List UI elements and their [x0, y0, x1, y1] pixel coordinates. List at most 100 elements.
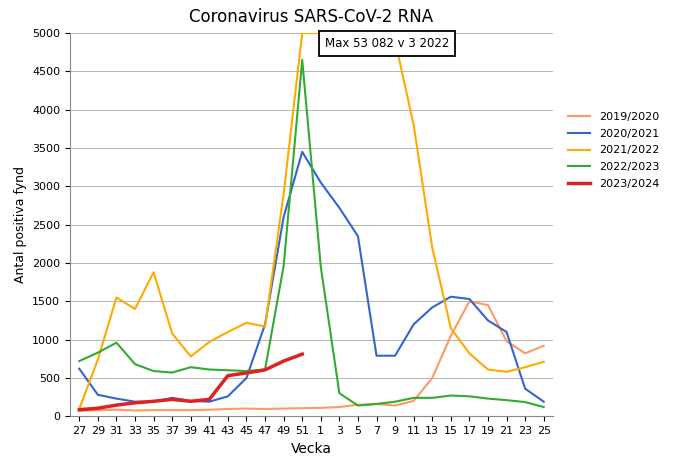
- 2020/2021: [224, 394, 232, 399]
- 2020/2021: [94, 392, 102, 398]
- 2022/2023: [316, 264, 325, 270]
- 2023/2024: [168, 396, 176, 402]
- Line: 2023/2024: 2023/2024: [79, 354, 302, 410]
- 2021/2022: [316, 30, 325, 36]
- 2022/2023: [75, 358, 83, 364]
- 2021/2022: [447, 325, 455, 331]
- 2019/2020: [466, 298, 474, 304]
- 2023/2024: [131, 400, 139, 406]
- 2020/2021: [279, 214, 288, 220]
- 2020/2021: [428, 305, 437, 310]
- 2020/2021: [372, 353, 381, 359]
- 2021/2022: [335, 30, 344, 36]
- 2020/2021: [261, 322, 270, 327]
- Text: Max 53 082 v 3 2022: Max 53 082 v 3 2022: [325, 37, 449, 50]
- 2021/2022: [75, 406, 83, 412]
- 2019/2020: [335, 404, 344, 410]
- 2021/2022: [521, 364, 529, 370]
- 2020/2021: [186, 398, 195, 404]
- 2021/2022: [428, 245, 437, 251]
- Legend: 2019/2020, 2020/2021, 2021/2022, 2022/2023, 2023/2024: 2019/2020, 2020/2021, 2021/2022, 2022/20…: [564, 108, 664, 193]
- 2020/2021: [242, 375, 251, 381]
- Line: 2021/2022: 2021/2022: [79, 33, 544, 409]
- 2021/2022: [149, 269, 158, 275]
- 2020/2021: [447, 294, 455, 299]
- 2019/2020: [298, 405, 307, 411]
- 2021/2022: [354, 30, 362, 36]
- 2023/2024: [279, 358, 288, 364]
- 2023/2024: [186, 398, 195, 404]
- 2019/2020: [94, 407, 102, 413]
- 2022/2023: [410, 395, 418, 401]
- 2022/2023: [112, 340, 120, 345]
- 2023/2024: [149, 398, 158, 404]
- Line: 2020/2021: 2020/2021: [79, 152, 544, 402]
- 2019/2020: [428, 375, 437, 381]
- 2022/2023: [503, 397, 511, 403]
- 2019/2020: [503, 338, 511, 344]
- 2020/2021: [354, 233, 362, 239]
- 2022/2023: [372, 401, 381, 407]
- 2019/2020: [131, 408, 139, 413]
- 2022/2023: [447, 393, 455, 398]
- 2021/2022: [205, 339, 214, 345]
- 2022/2023: [168, 370, 176, 376]
- 2021/2022: [410, 122, 418, 128]
- 2021/2022: [484, 367, 492, 372]
- 2019/2020: [75, 408, 83, 414]
- 2019/2020: [316, 405, 325, 411]
- 2021/2022: [372, 30, 381, 36]
- 2019/2020: [205, 407, 214, 412]
- 2023/2024: [94, 405, 102, 411]
- 2019/2020: [521, 350, 529, 356]
- 2020/2021: [205, 399, 214, 404]
- X-axis label: Vecka: Vecka: [291, 441, 332, 455]
- 2023/2024: [261, 367, 270, 373]
- 2023/2024: [298, 351, 307, 357]
- 2019/2020: [391, 403, 399, 408]
- 2020/2021: [112, 396, 120, 402]
- 2019/2020: [168, 407, 176, 413]
- 2019/2020: [242, 406, 251, 412]
- 2022/2023: [540, 404, 548, 410]
- 2019/2020: [540, 343, 548, 349]
- 2020/2021: [466, 296, 474, 302]
- 2021/2022: [279, 191, 288, 197]
- 2022/2023: [298, 57, 307, 63]
- 2020/2021: [391, 353, 399, 359]
- 2023/2024: [75, 407, 83, 412]
- 2019/2020: [224, 406, 232, 412]
- 2022/2023: [335, 390, 344, 396]
- 2021/2022: [186, 354, 195, 359]
- 2022/2023: [354, 403, 362, 408]
- 2020/2021: [521, 386, 529, 392]
- 2021/2022: [168, 331, 176, 336]
- 2020/2021: [335, 205, 344, 210]
- 2022/2023: [149, 368, 158, 374]
- 2021/2022: [503, 369, 511, 375]
- 2020/2021: [75, 366, 83, 372]
- 2020/2021: [131, 399, 139, 404]
- 2020/2021: [149, 399, 158, 404]
- 2022/2023: [391, 399, 399, 404]
- 2022/2023: [484, 396, 492, 402]
- 2020/2021: [484, 318, 492, 324]
- 2023/2024: [112, 403, 120, 408]
- 2021/2022: [242, 320, 251, 325]
- 2022/2023: [261, 367, 270, 372]
- 2022/2023: [224, 368, 232, 373]
- 2020/2021: [316, 180, 325, 185]
- 2019/2020: [447, 333, 455, 339]
- 2022/2023: [94, 350, 102, 356]
- 2022/2023: [186, 364, 195, 370]
- 2021/2022: [112, 295, 120, 300]
- 2019/2020: [484, 302, 492, 308]
- 2023/2024: [205, 396, 214, 402]
- 2019/2020: [410, 398, 418, 404]
- 2021/2022: [94, 357, 102, 362]
- 2020/2021: [503, 329, 511, 335]
- 2020/2021: [298, 149, 307, 155]
- 2022/2023: [428, 395, 437, 401]
- 2021/2022: [540, 359, 548, 365]
- 2020/2021: [410, 322, 418, 327]
